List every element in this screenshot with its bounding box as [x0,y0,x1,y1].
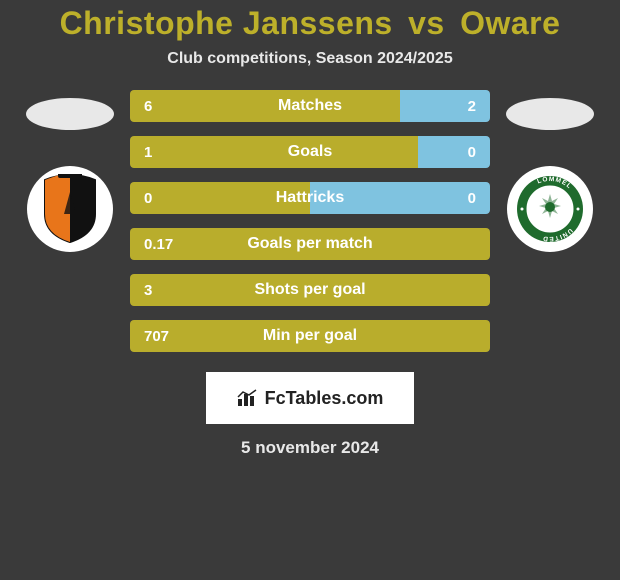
player2-avatar-placeholder [506,98,594,130]
title: Christophe Janssens vs Oware [60,5,561,42]
stat-left-value: 0 [144,190,152,207]
stat-right-value: 2 [468,98,476,115]
stat-right-segment: 0 [418,136,490,168]
stat-left-segment: 0 [130,182,310,214]
stat-left-value: 6 [144,98,152,115]
left-column [10,90,130,252]
chart-icon [237,389,259,407]
player2-club-badge: LOMMEL UNITED [507,166,593,252]
stat-left-segment: 707 [130,320,490,352]
date-text: 5 november 2024 [241,438,379,458]
stat-right-value: 0 [468,144,476,161]
stat-right-value: 0 [468,190,476,207]
comparison-card: Christophe Janssens vs Oware Club compet… [0,0,620,580]
vs-label: vs [408,5,445,41]
subtitle: Club competitions, Season 2024/2025 [167,50,452,68]
stat-bar: 00Hattricks [130,182,490,214]
stat-left-value: 3 [144,282,152,299]
stat-right-segment: 0 [310,182,490,214]
player1-name: Christophe Janssens [60,5,393,41]
stat-left-segment: 6 [130,90,400,122]
branding-text: FcTables.com [265,388,384,409]
stat-left-segment: 0.17 [130,228,490,260]
lommel-badge-icon: LOMMEL UNITED [515,174,585,244]
stat-bar: 3Shots per goal [130,274,490,306]
player1-club-badge [27,166,113,252]
stats-column: 62Matches10Goals00Hattricks0.17Goals per… [130,90,490,352]
branding-box: FcTables.com [206,372,414,424]
stat-bar: 707Min per goal [130,320,490,352]
right-column: LOMMEL UNITED [490,90,610,252]
stat-bar: 0.17Goals per match [130,228,490,260]
stat-left-value: 0.17 [144,236,173,253]
stat-left-value: 1 [144,144,152,161]
player2-name: Oware [460,5,560,41]
main-row: 62Matches10Goals00Hattricks0.17Goals per… [0,90,620,352]
stat-left-segment: 1 [130,136,418,168]
stat-left-value: 707 [144,328,169,345]
player1-avatar-placeholder [26,98,114,130]
deinze-shield-icon [40,174,100,244]
stat-left-segment: 3 [130,274,490,306]
stat-bar: 10Goals [130,136,490,168]
stat-right-segment: 2 [400,90,490,122]
stat-bar: 62Matches [130,90,490,122]
